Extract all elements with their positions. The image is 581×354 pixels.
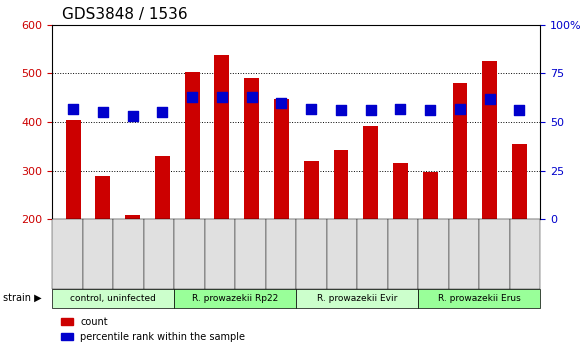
Bar: [482, 61, 497, 219]
Bar: [333, 150, 349, 219]
Point: [366, 108, 375, 113]
Bar: [363, 126, 378, 219]
Point: [425, 108, 435, 113]
Bar: [125, 215, 140, 219]
Text: GDS3848 / 1536: GDS3848 / 1536: [62, 7, 188, 22]
Bar: [214, 56, 229, 219]
Point: [336, 108, 346, 113]
Bar: [185, 73, 200, 219]
Text: strain ▶: strain ▶: [3, 293, 41, 303]
Text: control, uninfected: control, uninfected: [70, 294, 156, 303]
Bar: [393, 163, 408, 219]
Text: R. prowazekii Evir: R. prowazekii Evir: [317, 294, 397, 303]
Point: [158, 110, 167, 115]
Point: [247, 94, 256, 99]
Bar: [512, 144, 527, 219]
Point: [485, 96, 494, 102]
Legend: count, percentile rank within the sample: count, percentile rank within the sample: [57, 313, 249, 346]
Bar: [304, 161, 318, 219]
Point: [98, 110, 107, 115]
Bar: [453, 83, 468, 219]
Bar: [155, 156, 170, 219]
Point: [217, 94, 227, 99]
Point: [307, 105, 316, 111]
Bar: [95, 176, 110, 219]
Bar: [423, 172, 437, 219]
Text: R. prowazekii Rp22: R. prowazekii Rp22: [192, 294, 278, 303]
Point: [515, 108, 524, 113]
Point: [277, 100, 286, 105]
Bar: [274, 99, 289, 219]
Point: [456, 105, 465, 111]
Point: [396, 105, 405, 111]
Text: R. prowazekii Erus: R. prowazekii Erus: [438, 294, 521, 303]
Bar: [244, 78, 259, 219]
Point: [188, 94, 197, 99]
Bar: [66, 120, 81, 219]
Point: [69, 105, 78, 111]
Point: [128, 113, 137, 119]
